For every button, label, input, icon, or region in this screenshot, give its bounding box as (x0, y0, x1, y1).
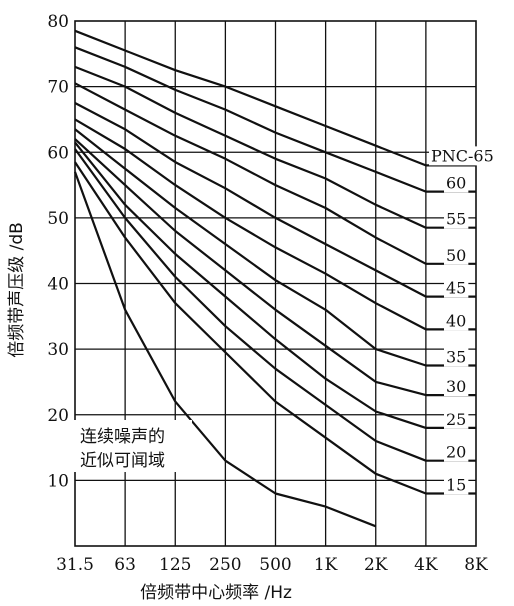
y-tick-label: 10 (47, 471, 69, 491)
annotation-line-2: 近似可闻域 (80, 451, 165, 471)
x-tick-label: 125 (159, 555, 191, 575)
pnc-curve-label: 35 (446, 348, 466, 367)
pnc-curve-label: 60 (446, 174, 466, 193)
y-tick-label: 30 (47, 340, 69, 360)
curve-labels: PNC-65 60 55 50 45 40 35 30 25 20 15 (431, 146, 494, 494)
x-tick-label: 2K (364, 555, 388, 575)
x-tick-labels: 31.5 63 125 250 500 1K 2K 4K 8K (56, 555, 488, 575)
x-tick-label: 500 (259, 555, 291, 575)
annotation-line-1: 连续噪声的 (80, 427, 165, 447)
x-axis-title: 倍频带中心频率 /Hz (140, 583, 292, 603)
pnc-curve-label: 15 (446, 476, 466, 495)
pnc-curve-label: 55 (446, 210, 466, 229)
y-tick-label: 60 (47, 143, 69, 163)
x-tick-label: 31.5 (56, 555, 94, 575)
y-tick-label: 70 (47, 78, 69, 98)
x-tick-label: 1K (314, 555, 338, 575)
pnc-curve-label: 45 (446, 279, 466, 298)
pnc-curve-label: 50 (446, 246, 466, 265)
pnc-curve-label: 25 (446, 410, 466, 429)
pnc-curve-label: 40 (446, 311, 466, 330)
y-tick-label: 40 (47, 275, 69, 295)
x-tick-label: 63 (114, 555, 136, 575)
pnc-curve-label: PNC-65 (431, 146, 494, 165)
y-tick-label: 80 (47, 12, 69, 32)
y-tick-label: 20 (47, 406, 69, 426)
x-tick-label: 8K (464, 555, 488, 575)
x-tick-label: 250 (209, 555, 241, 575)
x-tick-label: 4K (414, 555, 438, 575)
pnc-curve-label: 30 (446, 377, 466, 396)
y-tick-label: 50 (47, 209, 69, 229)
y-tick-labels: 10 20 30 40 50 60 70 80 (47, 12, 69, 491)
pnc-curve-label: 20 (446, 443, 466, 462)
y-axis-title: 倍频带声压级 /dB (7, 222, 27, 358)
